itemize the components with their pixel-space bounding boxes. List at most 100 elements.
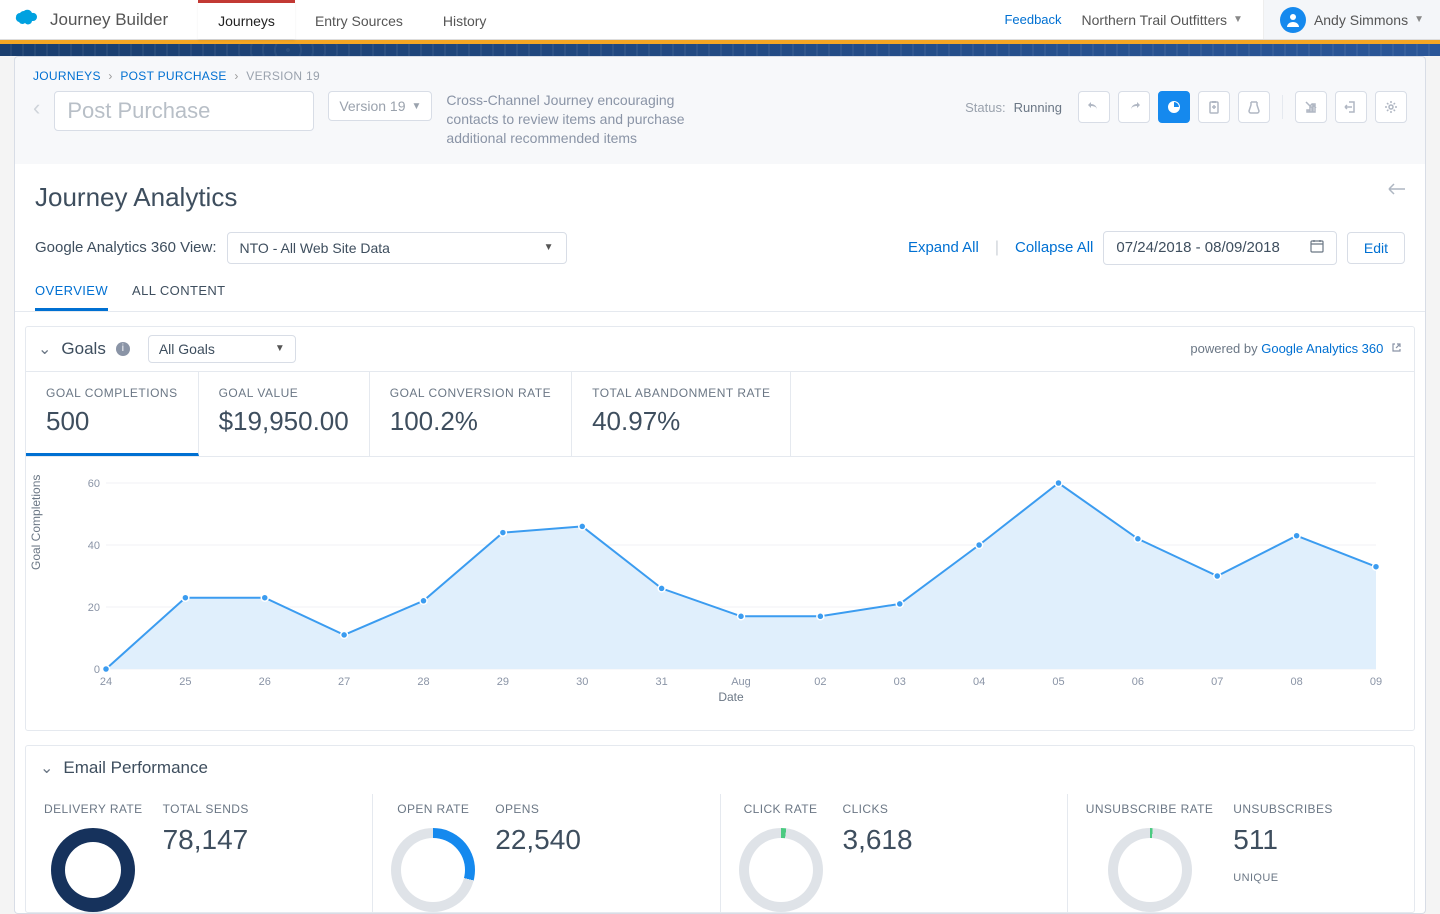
collapse-caret-icon[interactable]: ⌄ (40, 758, 53, 778)
metric-value: 100.2% (390, 406, 551, 437)
email-perf-title: Email Performance (63, 758, 208, 778)
svg-text:Aug: Aug (731, 676, 751, 688)
version-selector[interactable]: Version 19 ▼ (328, 91, 432, 121)
analytics-title: Journey Analytics (35, 182, 1405, 213)
analytics-card: Journey Analytics Google Analytics 360 V… (14, 164, 1426, 914)
click-rate-label: CLICK RATE (744, 802, 818, 816)
metric-conversion-rate[interactable]: GOAL CONVERSION RATE 100.2% (370, 372, 572, 456)
org-dropdown-icon[interactable]: ▼ (1233, 14, 1243, 25)
expand-all-link[interactable]: Expand All (908, 239, 979, 256)
svg-text:27: 27 (338, 676, 350, 688)
org-name[interactable]: Northern Trail Outfitters (1082, 12, 1228, 28)
opens-value: 22,540 (495, 824, 581, 856)
tab-entry-sources[interactable]: Entry Sources (295, 0, 423, 39)
breadcrumb-item[interactable]: POST PURCHASE (120, 69, 226, 83)
top-tabs: Journeys Entry Sources History (198, 0, 506, 39)
svg-text:07: 07 (1211, 676, 1223, 688)
svg-text:Date: Date (718, 690, 744, 704)
topo-band (0, 44, 1440, 56)
journey-description: Cross-Channel Journey encouraging contac… (446, 91, 726, 148)
svg-text:0: 0 (94, 664, 100, 676)
date-range-picker[interactable]: 07/24/2018 - 08/09/2018 (1103, 231, 1336, 265)
goals-chart: Goal Completions 02040602425262728293031… (26, 457, 1414, 730)
svg-text:04: 04 (973, 676, 985, 688)
email-performance-panel: ⌄ Email Performance DELIVERY RATE TOTAL … (25, 745, 1415, 913)
total-sends-value: 78,147 (163, 824, 249, 856)
tab-journeys[interactable]: Journeys (198, 0, 295, 39)
svg-text:31: 31 (656, 676, 668, 688)
open-metric: OPEN RATE OPENS 22,540 (373, 794, 720, 912)
clicks-value: 3,618 (843, 824, 913, 856)
journey-header: JOURNEYS › POST PURCHASE › VERSION 19 ‹ … (14, 56, 1426, 164)
ga360-link[interactable]: Google Analytics 360 (1261, 341, 1383, 356)
metric-goal-completions[interactable]: GOAL COMPLETIONS 500 (26, 372, 199, 456)
y-axis-label: Goal Completions (29, 475, 43, 570)
back-chevron-icon[interactable]: ‹ (33, 91, 40, 121)
goals-panel: ⌄ Goals i All Goals ▼ powered by Google … (25, 326, 1415, 731)
tab-history[interactable]: History (423, 0, 507, 39)
user-menu[interactable]: Andy Simmons ▼ (1263, 0, 1440, 39)
settings-button[interactable] (1375, 91, 1407, 123)
metric-goal-value[interactable]: GOAL VALUE $19,950.00 (199, 372, 370, 456)
ga-view-label: Google Analytics 360 View: (35, 239, 217, 256)
breadcrumb-item[interactable]: JOURNEYS (33, 69, 101, 83)
analytics-button[interactable] (1158, 91, 1190, 123)
chevron-down-icon: ▼ (544, 242, 554, 253)
test-button[interactable] (1238, 91, 1270, 123)
undo-button[interactable] (1078, 91, 1110, 123)
unsub-gauge (1108, 828, 1192, 912)
metric-label: TOTAL ABANDONMENT RATE (592, 386, 770, 400)
svg-text:06: 06 (1132, 676, 1144, 688)
avatar-icon (1280, 7, 1306, 33)
exit-button[interactable] (1335, 91, 1367, 123)
date-range-value: 07/24/2018 - 08/09/2018 (1116, 239, 1279, 256)
app-title: Journey Builder (50, 10, 168, 30)
journey-title-input[interactable] (54, 91, 314, 131)
collapse-caret-icon[interactable]: ⌄ (38, 339, 51, 359)
metric-abandonment-rate[interactable]: TOTAL ABANDONMENT RATE 40.97% (572, 372, 791, 456)
info-icon[interactable]: i (116, 342, 130, 356)
delivery-gauge (51, 828, 135, 912)
unsub-metric: UNSUBSCRIBE RATE UNSUBSCRIBES 511 UNIQUE (1068, 794, 1414, 912)
breadcrumb-item: VERSION 19 (246, 69, 320, 83)
version-label: Version 19 (339, 98, 405, 114)
svg-text:29: 29 (497, 676, 509, 688)
svg-text:02: 02 (814, 676, 826, 688)
subtab-all-content[interactable]: ALL CONTENT (132, 283, 226, 311)
salesforce-cloud-icon (14, 8, 40, 31)
redo-button[interactable] (1118, 91, 1150, 123)
metric-value: 500 (46, 406, 178, 437)
feedback-link[interactable]: Feedback (1004, 12, 1061, 27)
collapse-all-link[interactable]: Collapse All (1015, 239, 1093, 256)
breadcrumb: JOURNEYS › POST PURCHASE › VERSION 19 (33, 69, 1407, 83)
svg-text:24: 24 (100, 676, 112, 688)
unsubs-label: UNSUBSCRIBES (1233, 802, 1333, 816)
goal-button[interactable] (1295, 91, 1327, 123)
email-metrics: DELIVERY RATE TOTAL SENDS 78,147 OPEN RA… (26, 790, 1414, 912)
unsubs-sublabel: UNIQUE (1233, 872, 1333, 884)
ga-view-value: NTO - All Web Site Data (240, 240, 390, 256)
collapse-arrow-icon[interactable] (1387, 182, 1407, 201)
edit-button[interactable]: Edit (1347, 232, 1405, 264)
user-dropdown-icon: ▼ (1414, 14, 1424, 25)
ga-view-select[interactable]: NTO - All Web Site Data ▼ (227, 232, 567, 264)
delivery-metric: DELIVERY RATE TOTAL SENDS 78,147 (26, 794, 373, 912)
powered-by: powered by Google Analytics 360 (1190, 341, 1402, 356)
open-gauge (391, 828, 475, 912)
svg-text:09: 09 (1370, 676, 1382, 688)
metric-value: 40.97% (592, 406, 770, 437)
opens-label: OPENS (495, 802, 581, 816)
subtab-overview[interactable]: OVERVIEW (35, 283, 108, 311)
svg-text:60: 60 (88, 478, 100, 490)
svg-text:30: 30 (576, 676, 588, 688)
metric-label: GOAL CONVERSION RATE (390, 386, 551, 400)
health-button[interactable] (1198, 91, 1230, 123)
goals-selector-value: All Goals (159, 341, 215, 357)
goals-title: Goals (61, 339, 105, 359)
status-label: Status: (965, 100, 1005, 115)
svg-text:03: 03 (894, 676, 906, 688)
svg-text:25: 25 (179, 676, 191, 688)
svg-text:20: 20 (88, 602, 100, 614)
goals-selector[interactable]: All Goals ▼ (148, 335, 296, 363)
delivery-rate-label: DELIVERY RATE (44, 802, 143, 816)
